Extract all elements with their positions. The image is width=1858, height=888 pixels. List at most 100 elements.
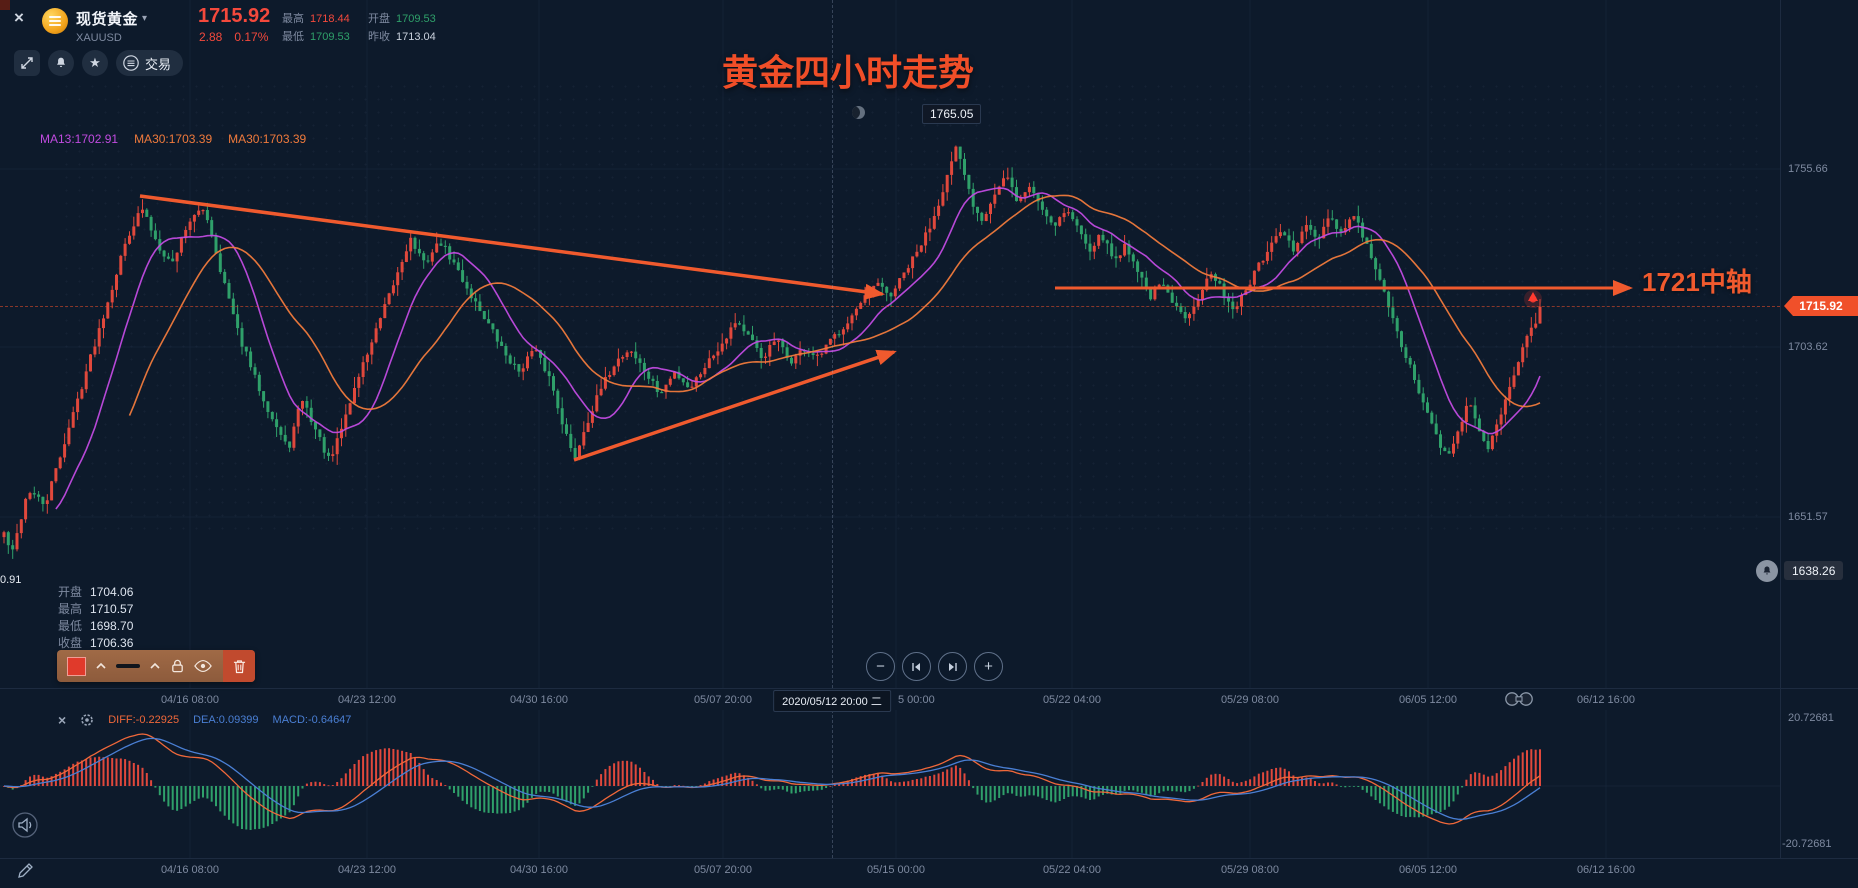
time-axis-label: 06/05 12:00 — [1398, 694, 1458, 706]
stat-item: 开盘 1709.53 — [368, 13, 436, 25]
macd-close-icon[interactable]: × — [58, 712, 67, 728]
bell-icon[interactable] — [48, 50, 74, 76]
macd-line — [3, 733, 1541, 825]
ma-label: MA30:1703.39 — [228, 132, 307, 146]
line-width-preview[interactable] — [116, 664, 140, 668]
fullscreen-icon[interactable] — [14, 50, 40, 76]
star-icon[interactable]: ★ — [82, 50, 108, 76]
chevron-up-icon[interactable] — [149, 662, 161, 670]
time-axis-label: 04/16 08:00 — [160, 864, 220, 876]
time-axis-label: 04/30 16:00 — [509, 864, 569, 876]
macd-panel[interactable] — [0, 710, 1858, 858]
trend-drawings[interactable] — [139, 194, 1633, 462]
change-percent: 0.17% — [234, 30, 269, 44]
last-price-line — [0, 306, 1780, 307]
ascending-trendline[interactable] — [573, 349, 897, 462]
zoom-in-button[interactable]: + — [974, 652, 1003, 681]
last-price: 1715.92 — [198, 5, 271, 27]
macd-line — [3, 737, 1541, 820]
peak-price-label: 1765.05 — [922, 104, 982, 124]
symbol-name[interactable]: 现货黄金 — [76, 11, 139, 28]
time-axis-label: 04/30 16:00 — [509, 694, 569, 706]
color-swatch[interactable] — [67, 656, 86, 676]
price-axis-label: 1755.66 — [1788, 163, 1828, 175]
ma-label: MA30:1703.39 — [134, 132, 213, 146]
time-axis-label: 05/07 20:00 — [693, 864, 753, 876]
mid-axis-label[interactable]: 1721中轴 — [1642, 267, 1752, 297]
pencil-icon[interactable] — [16, 862, 34, 880]
symbol-code: XAUUSD — [76, 32, 122, 44]
settings-icon[interactable] — [80, 713, 94, 727]
macd-header: × DIFF:-0.22925 DEA:0.09399 MACD:-0.6464… — [58, 712, 351, 728]
trash-icon — [233, 659, 245, 673]
ma-line — [55, 187, 1541, 510]
time-axis-label: 04/16 08:00 — [160, 694, 220, 706]
chevron-down-icon[interactable]: ▾ — [142, 13, 148, 24]
main-candlestick-chart[interactable] — [0, 0, 1858, 688]
time-axis-label: 05/29 08:00 — [1220, 694, 1280, 706]
macd-scale-top: 20.72681 — [1788, 712, 1834, 724]
left-partial-label: 0.91 — [0, 574, 22, 586]
time-axis-label: 04/23 12:00 — [337, 694, 397, 706]
time-axis-label: 06/12 16:00 — [1576, 864, 1636, 876]
macd-scale-bottom: -20.72681 — [1782, 838, 1832, 850]
chevron-up-icon[interactable] — [95, 662, 107, 670]
close-icon[interactable]: × — [14, 8, 24, 27]
announcement-icon[interactable] — [10, 810, 40, 840]
eye-icon[interactable] — [194, 659, 212, 673]
ma-line — [128, 194, 1541, 416]
skip-to-start-button[interactable] — [902, 652, 931, 681]
stat-item: 最高 1718.44 — [282, 13, 350, 25]
bottom-time-axis[interactable]: 04/16 08:00 04/23 12:00 04/30 16:00 05/07 2… — [0, 858, 1858, 888]
price-axis-label: 1651.57 — [1788, 511, 1828, 523]
time-axis-label: 05/15 00:00 — [866, 864, 926, 876]
crescent-icon[interactable] — [852, 106, 865, 119]
latest-price-marker — [1524, 290, 1542, 308]
ohlc-tooltip-row: 开盘 1704.06 — [58, 585, 134, 599]
macd-histogram — [3, 748, 1541, 830]
stat-item: 最低 1709.53 — [282, 31, 350, 43]
ohlc-tooltip-row: 最高 1710.57 — [58, 602, 134, 616]
time-axis-label: 05/22 04:00 — [1042, 694, 1102, 706]
time-axis-label: 06/12 16:00 — [1576, 694, 1636, 706]
gold-coin-icon — [42, 8, 68, 34]
main-time-axis[interactable]: 04/16 08:00 04/23 12:00 04/30 16:00 05/07 2… — [0, 688, 1858, 712]
last-price-tag: 1715.92 — [1784, 296, 1858, 316]
alert-price-tag[interactable]: 1638.26 — [1784, 561, 1844, 580]
partial-time-label: 5 00:00 — [898, 694, 935, 706]
ohlc-tooltip: 开盘 1704.06 最高 1710.57 最低 1698.70 收盘 1706.36 — [58, 584, 133, 652]
skip-to-end-button[interactable] — [938, 652, 967, 681]
ohlc-tooltip-row: 收盘 1706.36 — [58, 636, 134, 650]
symbol-block[interactable]: 现货黄金 ▾ XAUUSD — [76, 8, 147, 44]
trash-button[interactable] — [223, 650, 255, 682]
ma-values-row: MA13:1702.91 MA30:1703.39 MA30:1703.39 — [40, 132, 306, 146]
change-value: 2.88 — [199, 30, 223, 44]
trade-menu-icon — [123, 55, 139, 71]
time-axis-label: 06/05 12:00 — [1398, 864, 1458, 876]
drawing-toolbar[interactable] — [57, 650, 255, 682]
chart-annotation-title[interactable]: 黄金四小时走势 — [722, 52, 975, 93]
trade-button[interactable]: 交易 — [116, 50, 184, 76]
macd-macd-value: MACD:-0.64647 — [272, 714, 352, 726]
crosshair-date-box: 2020/05/12 20:00 二 — [773, 690, 891, 712]
zoom-out-button[interactable]: − — [866, 652, 895, 681]
time-axis-label: 05/22 04:00 — [1042, 864, 1102, 876]
price-axis-separator — [1780, 0, 1781, 858]
lock-icon[interactable] — [170, 658, 185, 674]
stat-item: 昨收 1713.04 — [368, 31, 436, 43]
macd-diff-value: DIFF:-0.22925 — [108, 714, 180, 726]
alert-bell-icon[interactable] — [1756, 560, 1778, 582]
time-axis-label: 05/29 08:00 — [1220, 864, 1280, 876]
price-axis-label: 1703.62 — [1788, 341, 1828, 353]
descending-trendline[interactable] — [139, 194, 885, 300]
corner-marker — [0, 0, 10, 10]
ohlc-tooltip-row: 最低 1698.70 — [58, 619, 134, 633]
grid — [189, 0, 1607, 688]
macd-dea-value: DEA:0.09399 — [193, 714, 259, 726]
trade-label: 交易 — [145, 56, 172, 72]
time-axis-label: 05/07 20:00 — [693, 694, 753, 706]
time-axis-label: 04/23 12:00 — [337, 864, 397, 876]
binoculars-icon[interactable] — [1502, 690, 1536, 708]
ma-label: MA13:1702.91 — [40, 132, 119, 146]
price-change: 2.88 0.17% — [199, 30, 268, 44]
